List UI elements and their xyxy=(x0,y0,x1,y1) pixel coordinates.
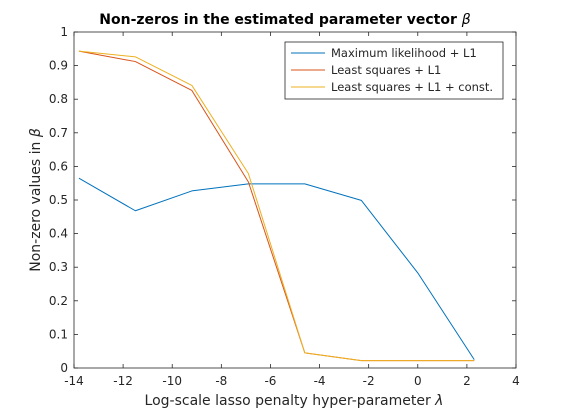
x-tick-label: -2 xyxy=(363,374,375,388)
x-tick-label: -10 xyxy=(162,374,182,388)
y-tick-label: 0.8 xyxy=(49,92,68,106)
y-axis-title-symbol: β xyxy=(28,128,44,138)
x-tick-label: -14 xyxy=(64,374,84,388)
legend-label: Maximum likelihood + L1 xyxy=(331,46,477,60)
series-lines xyxy=(78,50,475,362)
axis-ticks: -14 -12 -10 -8 -6 -4 -2 0 2 4 0 0.1 0.2 0.3 0.4 0.5 0.6 0… xyxy=(49,25,520,388)
y-tick-label: 0.2 xyxy=(49,294,68,308)
x-tick-label: -6 xyxy=(264,374,276,388)
y-tick-label: 0.5 xyxy=(49,193,68,207)
y-tick-label: 0.9 xyxy=(49,59,68,73)
x-tick-label: -12 xyxy=(113,374,133,388)
series-line-3 xyxy=(78,50,475,362)
chart-title-symbol: β xyxy=(461,12,471,28)
y-tick-label: 0.4 xyxy=(49,227,68,241)
y-tick-label: 0.3 xyxy=(49,260,68,274)
y-tick-label: 1 xyxy=(60,25,68,39)
x-tick-label: 2 xyxy=(463,374,471,388)
x-tick-label: 0 xyxy=(414,374,422,388)
x-tick-label: -8 xyxy=(215,374,227,388)
legend-label: Least squares + L1 xyxy=(331,63,441,77)
x-axis-title: Log-scale lasso penalty hyper-parameter … xyxy=(145,393,444,409)
x-tick-label: -4 xyxy=(314,374,326,388)
legend: Maximum likelihood + L1 Least squares + L… xyxy=(284,41,504,100)
y-tick-label: 0.7 xyxy=(49,126,68,140)
series-line-1 xyxy=(78,177,475,360)
chart-title: Non-zeros in the estimated parameter vec… xyxy=(99,12,470,28)
legend-label: Least squares + L1 + const. xyxy=(331,80,493,94)
y-tick-label: 0.1 xyxy=(49,327,68,341)
y-tick-label: 0.6 xyxy=(49,159,68,173)
y-tick-label: 0 xyxy=(60,361,68,375)
x-axis-title-symbol: λ xyxy=(434,393,443,409)
x-tick-label: 4 xyxy=(512,374,520,388)
y-axis-title: Non-zero values in β xyxy=(28,128,44,272)
